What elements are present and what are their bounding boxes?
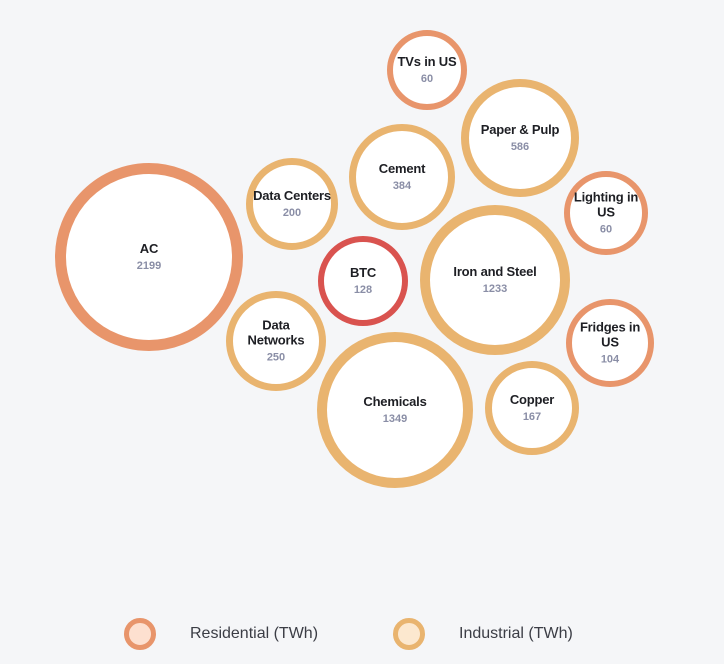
bubble-lighting-in-us[interactable]: Lighting in US 60 — [564, 171, 648, 255]
bubble-circle-chemicals[interactable] — [317, 332, 473, 488]
bubble-circle-iron-and-steel[interactable] — [420, 205, 570, 355]
bubble-label-data-centers: Data Centers — [253, 188, 331, 203]
bubble-copper[interactable]: Copper 167 — [485, 361, 579, 455]
bubble-circle-lighting-in-us[interactable] — [564, 171, 648, 255]
bubble-circle-ac[interactable] — [55, 163, 243, 351]
bubble-circle-tvs-in-us[interactable] — [387, 30, 467, 110]
legend-item-residential[interactable]: Residential (TWh) — [124, 612, 318, 656]
legend-swatch-residential — [124, 618, 156, 650]
legend-label-industrial: Industrial (TWh) — [459, 625, 573, 642]
legend-item-industrial[interactable]: Industrial (TWh) — [393, 612, 573, 656]
bubble-circle-btc[interactable] — [318, 236, 408, 326]
bubble-value-data-centers: 200 — [283, 207, 301, 219]
bubble-circle-data-networks[interactable] — [226, 291, 326, 391]
bubble-circle-cement[interactable] — [349, 124, 455, 230]
bubble-value-chemicals: 1349 — [383, 413, 407, 425]
bubble-label-data-networks: Data Networks — [248, 318, 305, 348]
bubble-circle-data-centers[interactable] — [246, 158, 338, 250]
bubble-label-iron-and-steel: Iron and Steel — [453, 264, 536, 279]
bubble-circle-copper[interactable] — [485, 361, 579, 455]
bubble-ac[interactable]: AC 2199 — [55, 163, 243, 351]
bubble-label-chemicals: Chemicals — [363, 394, 426, 409]
bubble-label-ac: AC — [140, 241, 159, 256]
bubble-value-paper-and-pulp: 586 — [511, 141, 529, 153]
bubble-btc[interactable]: BTC 128 — [318, 236, 408, 326]
legend-label-residential: Residential (TWh) — [190, 625, 319, 642]
bubble-value-data-networks: 250 — [267, 352, 285, 364]
bubble-value-copper: 167 — [523, 411, 541, 423]
bubble-value-iron-and-steel: 1233 — [483, 283, 507, 295]
bubble-label-copper: Copper — [510, 392, 554, 407]
bubble-iron-and-steel[interactable]: Iron and Steel 1233 — [420, 205, 570, 355]
bubble-label-lighting-in-us: Lighting in US — [574, 190, 638, 220]
bubble-value-tvs-in-us: 60 — [421, 73, 433, 85]
legend-swatch-industrial — [393, 618, 425, 650]
bubble-circle-fridges-in-us[interactable] — [566, 299, 654, 387]
bubble-value-lighting-in-us: 60 — [600, 224, 612, 236]
bubble-label-paper-and-pulp: Paper & Pulp — [481, 122, 560, 137]
bubble-fridges-in-us[interactable]: Fridges in US 104 — [566, 299, 654, 387]
bubble-value-cement: 384 — [393, 180, 412, 192]
bubble-chemicals[interactable]: Chemicals 1349 — [317, 332, 473, 488]
bubble-value-fridges-in-us: 104 — [601, 354, 620, 366]
bubble-label-btc: BTC — [350, 265, 377, 280]
bubble-circle-paper-and-pulp[interactable] — [461, 79, 579, 197]
bubble-paper-and-pulp[interactable]: Paper & Pulp 586 — [461, 79, 579, 197]
legend: Residential (TWh) Industrial (TWh) — [0, 612, 724, 656]
bubble-cement[interactable]: Cement 384 — [349, 124, 455, 230]
bubble-label-cement: Cement — [379, 161, 426, 176]
bubble-data-centers[interactable]: Data Centers 200 — [246, 158, 338, 250]
bubble-label-tvs-in-us: TVs in US — [398, 54, 457, 69]
bubble-value-btc: 128 — [354, 284, 372, 296]
bubble-value-ac: 2199 — [137, 260, 161, 272]
bubble-data-networks[interactable]: Data Networks 250 — [226, 291, 326, 391]
bubble-tvs-in-us[interactable]: TVs in US 60 — [387, 30, 467, 110]
bubble-label-fridges-in-us: Fridges in US — [580, 320, 640, 350]
